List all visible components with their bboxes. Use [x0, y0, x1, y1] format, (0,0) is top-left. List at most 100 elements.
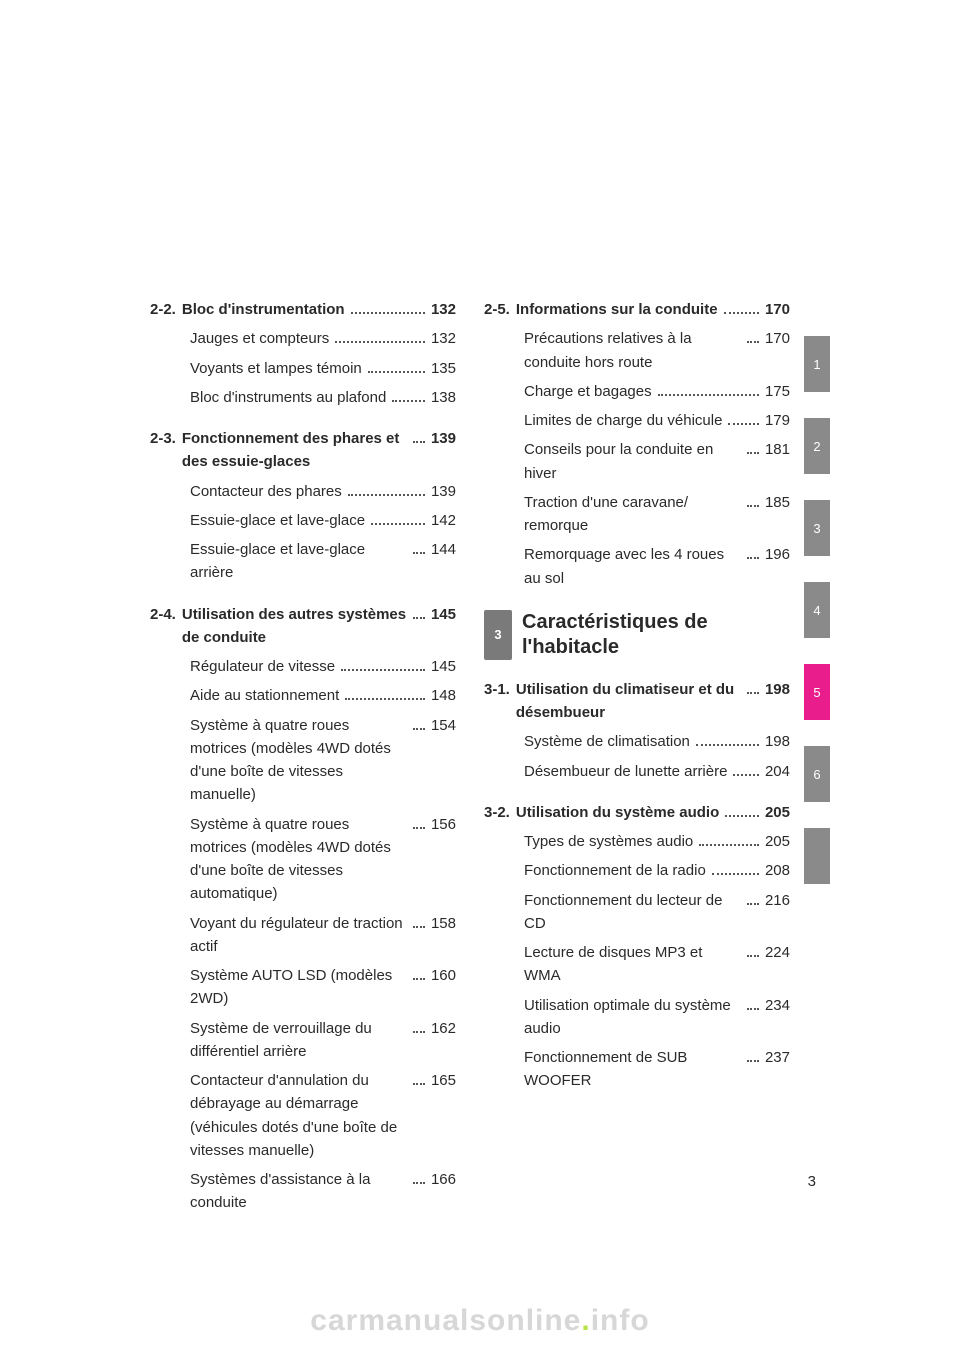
side-tabs: 1 2 3 4 5 6 — [804, 336, 830, 910]
toc-entry: Fonctionnement du lecteur de CD 216 — [524, 889, 790, 936]
toc-entry-label: Remorquage avec les 4 roues au sol — [524, 543, 741, 590]
toc-section-title: Utilisation du système audio — [516, 801, 719, 824]
toc-entry-label: Désembueur de lunette arrière — [524, 760, 727, 783]
toc-entry-page: 181 — [765, 438, 790, 461]
toc-leader-dots — [413, 617, 425, 619]
toc-entry-label: Fonctionnement du lecteur de CD — [524, 889, 741, 936]
toc-leader-dots — [413, 827, 425, 829]
toc-entry-page: 204 — [765, 760, 790, 783]
side-tab[interactable]: 2 — [804, 418, 830, 474]
toc-entry-page: 208 — [765, 859, 790, 882]
toc-leader-dots — [345, 698, 425, 700]
toc-entry: Système de verrouillage du différentiel … — [190, 1017, 456, 1064]
side-tab[interactable]: 5 — [804, 664, 830, 720]
watermark-suffix: info — [591, 1304, 650, 1337]
toc-leader-dots — [413, 1083, 425, 1085]
watermark-prefix: carmanualsonline — [310, 1304, 581, 1337]
toc-leader-dots — [725, 815, 759, 817]
toc-entry-label: Régulateur de vitesse — [190, 655, 335, 678]
toc-entry-page: 144 — [431, 538, 456, 561]
toc-leader-dots — [728, 423, 759, 425]
toc-entry-label: Système à quatre roues motrices (modèles… — [190, 813, 407, 906]
side-tab[interactable]: 1 — [804, 336, 830, 392]
side-tab[interactable] — [804, 828, 830, 884]
toc-entry-label: Système de climatisation — [524, 730, 690, 753]
toc-entry: Voyants et lampes témoin135 — [190, 357, 456, 380]
toc-entry-label: Précautions relatives à la conduite hors… — [524, 327, 741, 374]
toc-entry-page: 132 — [431, 327, 456, 350]
toc-entry-label: Voyant du régulateur de traction actif — [190, 912, 407, 959]
toc-entry-page: 170 — [765, 327, 790, 350]
toc-entry-page: 160 — [431, 964, 456, 987]
toc-leader-dots — [712, 873, 759, 875]
toc-leader-dots — [724, 312, 759, 314]
toc-entry: Fonctionnement de la radio208 — [524, 859, 790, 882]
toc-section-page: 170 — [765, 298, 790, 321]
toc-entry: Fonctionnement de SUB WOOFER237 — [524, 1046, 790, 1093]
toc-section-page: 205 — [765, 801, 790, 824]
toc-entry-label: Types de systèmes audio — [524, 830, 693, 853]
toc-entry-page: 154 — [431, 714, 456, 737]
toc-section-number: 2-5. — [484, 298, 510, 321]
toc-entry-page: 237 — [765, 1046, 790, 1069]
toc-entry: Aide au stationnement148 — [190, 684, 456, 707]
toc-entry: Système AUTO LSD (modèles 2WD) 160 — [190, 964, 456, 1011]
toc-entry-label: Voyants et lampes témoin — [190, 357, 362, 380]
toc-section-number: 2-3. — [150, 427, 176, 450]
toc-section-number: 2-4. — [150, 603, 176, 626]
toc-entry: Systèmes d'assistance à la conduite166 — [190, 1168, 456, 1215]
toc-entry-label: Système de verrouillage du différentiel … — [190, 1017, 407, 1064]
toc-leader-dots — [747, 505, 759, 507]
toc-entry-page: 234 — [765, 994, 790, 1017]
toc-entry-label: Lecture de disques MP3 et WMA — [524, 941, 741, 988]
toc-leader-dots — [348, 494, 425, 496]
toc-entry-label: Système AUTO LSD (modèles 2WD) — [190, 964, 407, 1011]
toc-section-number: 2-2. — [150, 298, 176, 321]
toc-entry-page: 198 — [765, 730, 790, 753]
toc-leader-dots — [413, 728, 425, 730]
page: 2-2.Bloc d'instrumentation132Jauges et c… — [0, 0, 960, 1358]
toc-entry: Utilisation optimale du système audio234 — [524, 994, 790, 1041]
side-tab[interactable]: 3 — [804, 500, 830, 556]
toc-entry-label: Essuie-glace et lave-glace arrière — [190, 538, 407, 585]
toc-leader-dots — [413, 1031, 425, 1033]
toc-entries: Types de systèmes audio205 Fonctionnement… — [484, 830, 790, 1093]
toc-leader-dots — [747, 341, 759, 343]
watermark-dot: . — [581, 1304, 590, 1337]
toc-entry: Précautions relatives à la conduite hors… — [524, 327, 790, 374]
toc-entry: Types de systèmes audio205 — [524, 830, 790, 853]
side-tab[interactable]: 4 — [804, 582, 830, 638]
toc-leader-dots — [413, 1182, 425, 1184]
toc-entry-label: Limites de charge du véhicule — [524, 409, 722, 432]
toc-entry-page: 162 — [431, 1017, 456, 1040]
toc-entry: Conseils pour la conduite en hiver181 — [524, 438, 790, 485]
toc-entry-page: 158 — [431, 912, 456, 935]
toc-entry: Désembueur de lunette arrière 204 — [524, 760, 790, 783]
toc-entry-page: 216 — [765, 889, 790, 912]
toc-entry-page: 142 — [431, 509, 456, 532]
toc-entry-label: Aide au stationnement — [190, 684, 339, 707]
side-tab[interactable]: 6 — [804, 746, 830, 802]
toc-leader-dots — [658, 394, 759, 396]
toc-leader-dots — [747, 692, 759, 694]
toc-leader-dots — [413, 926, 425, 928]
toc-entries: Régulateur de vitesse145Aide au stationn… — [150, 655, 456, 1215]
toc-entry: Contacteur des phares 139 — [190, 480, 456, 503]
toc-entry: Traction d'une caravane/ remorque185 — [524, 491, 790, 538]
toc-entry-label: Bloc d'instruments au plafond — [190, 386, 386, 409]
toc-leader-dots — [747, 903, 759, 905]
toc-entry: Essuie-glace et lave-glace142 — [190, 509, 456, 532]
toc-leader-dots — [747, 955, 759, 957]
toc-section-title: Fonctionnement des phares et des essuie-… — [182, 427, 407, 474]
toc-entry: Voyant du régulateur de traction actif 15… — [190, 912, 456, 959]
toc-section-head: 2-4.Utilisation des autres systèmes de c… — [150, 603, 456, 650]
toc-section-head: 3-1.Utilisation du climatiseur et du dés… — [484, 678, 790, 725]
toc-entry-label: Contacteur des phares — [190, 480, 342, 503]
chapter-badge: 3 — [484, 610, 512, 660]
toc-entry-label: Jauges et compteurs — [190, 327, 329, 350]
toc-entry-label: Charge et bagages — [524, 380, 652, 403]
chapter-heading: 3Caractéristiques de l'habitacle — [484, 610, 790, 660]
toc-entry-page: 139 — [431, 480, 456, 503]
toc-entry: Jauges et compteurs 132 — [190, 327, 456, 350]
toc-entry: Système de climatisation 198 — [524, 730, 790, 753]
